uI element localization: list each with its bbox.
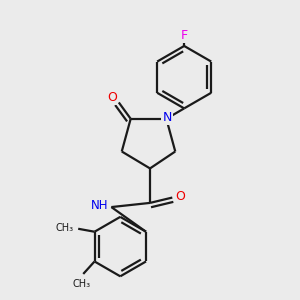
- Text: O: O: [176, 190, 186, 202]
- Text: NH: NH: [91, 199, 109, 212]
- Text: F: F: [181, 29, 188, 42]
- Text: N: N: [162, 111, 172, 124]
- Text: CH₃: CH₃: [73, 279, 91, 289]
- Text: CH₃: CH₃: [56, 224, 74, 233]
- Text: O: O: [107, 91, 117, 103]
